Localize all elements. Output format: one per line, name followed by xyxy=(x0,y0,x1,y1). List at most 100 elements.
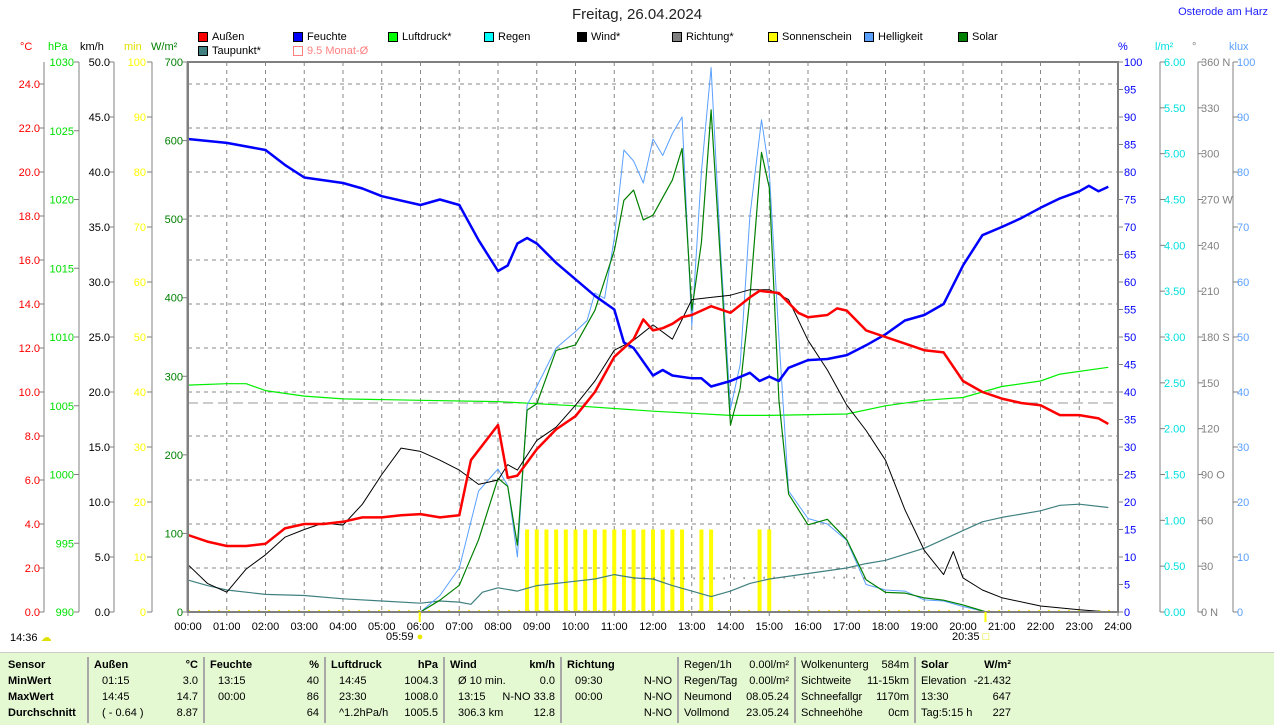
axis-tick-label-hpa: 1005 xyxy=(50,401,74,413)
axis-tick-label-hum: 40 xyxy=(1124,387,1136,399)
axis-unit-label: l/m² xyxy=(1155,41,1174,53)
sun-icon: ● xyxy=(416,631,424,643)
axis-tick-label-rain: 1.50 xyxy=(1164,470,1185,482)
stats-cell-label: 00:00 xyxy=(218,691,246,703)
axis-tick-label-min: 80 xyxy=(134,167,146,179)
axis-tick-label-temp: 20.0 xyxy=(19,167,40,179)
axis-tick-label-temp: 2.0 xyxy=(25,563,40,575)
axis-tick-label-klux: 0 xyxy=(1237,607,1243,619)
stats-cell-label: ^1.2hPa/h xyxy=(339,707,389,719)
axis-tick-label-min: 50 xyxy=(134,332,146,344)
axis-tick-label-klux: 100 xyxy=(1237,57,1255,69)
sunset-time: 20:35 xyxy=(952,631,980,643)
axis-tick-label-klux: 50 xyxy=(1237,332,1249,344)
legend-label: Solar xyxy=(972,31,998,43)
stats-cell-label: 13:30 xyxy=(921,691,949,703)
legend-swatch xyxy=(864,32,874,42)
axis-tick-label-dir: 180 S xyxy=(1201,332,1230,344)
legend-item: Taupunkt* xyxy=(198,45,261,57)
sunshine-bar xyxy=(583,529,588,612)
axis-tick-label-rain: 5.50 xyxy=(1164,103,1185,115)
stats-cell-value: 86 xyxy=(306,691,319,703)
axis-unit-label: °C xyxy=(20,41,33,53)
axis-unit-label: ° xyxy=(1192,41,1197,53)
stats-cell-label: Richtung xyxy=(567,659,615,671)
stats-cell-label: 00:00 xyxy=(575,691,603,703)
legend-label: Sonnenschein xyxy=(782,31,852,43)
axis-tick-label-temp: 12.0 xyxy=(19,343,40,355)
axis-tick-label-temp: 22.0 xyxy=(19,123,40,135)
axis-tick-label-min: 60 xyxy=(134,277,146,289)
axis-tick-label-dir: 270 W xyxy=(1201,195,1233,207)
location-label: Osterode am Harz xyxy=(1178,6,1268,18)
stats-cell-value: 64 xyxy=(306,707,319,719)
stats-cell-label: 306.3 km xyxy=(458,707,504,719)
axis-tick-label-hpa: 1025 xyxy=(50,126,74,138)
axis-tick-label-hum: 10 xyxy=(1124,552,1136,564)
legend-item: 9.5 Monat-Ø xyxy=(293,45,368,57)
axis-tick-label-wind: 30.0 xyxy=(89,277,110,289)
legend-label: Feuchte xyxy=(307,31,347,43)
stats-cell-value: 0.00l/m² xyxy=(749,675,789,687)
sunshine-bar xyxy=(680,529,685,612)
axis-tick-label-dir: 300 xyxy=(1201,149,1219,161)
axis-tick-label-wind: 40.0 xyxy=(89,167,110,179)
page-title: Freitag, 26.04.2024 xyxy=(571,6,703,23)
axis-tick-label-dir: 120 xyxy=(1201,424,1219,436)
axis-tick-label-solar: 600 xyxy=(165,136,183,148)
axis-tick-label-temp: 8.0 xyxy=(25,431,40,443)
x-tick-label: 15:00 xyxy=(755,621,783,633)
axis-tick-label-hpa: 1010 xyxy=(50,332,74,344)
x-tick-label: 06:00 xyxy=(407,621,435,633)
axis-unit-label: hPa xyxy=(48,41,68,53)
stats-cell-value: 0.0 xyxy=(539,675,555,687)
stats-cell-label: 09:30 xyxy=(575,675,603,687)
legend-swatch xyxy=(768,32,778,42)
axis-tick-label-dir: 210 xyxy=(1201,286,1219,298)
sunshine-bar xyxy=(699,529,704,612)
legend-swatch xyxy=(293,32,303,42)
legend-label: Regen xyxy=(498,31,531,43)
legend-item: Solar xyxy=(958,31,998,43)
sunshine-bar xyxy=(757,529,762,612)
stats-cell-value: 40 xyxy=(306,675,319,687)
axis-tick-label-dir: 30 xyxy=(1201,561,1213,573)
sunshine-bar xyxy=(554,529,559,612)
stats-cell-label: Vollmond xyxy=(684,707,730,719)
axis-tick-label-hum: 70 xyxy=(1124,222,1136,234)
stats-cell-label: Tag:5:15 h xyxy=(921,707,973,719)
stats-richtung: Richtung 09:30 N-NO 00:00 N-NO N-NO xyxy=(562,657,679,723)
stats-cell-label: Schneehöhe xyxy=(801,707,863,719)
axis-tick-label-wind: 25.0 xyxy=(89,332,110,344)
axis-tick-label-hum: 80 xyxy=(1124,167,1136,179)
axis-tick-label-wind: 50.0 xyxy=(89,57,110,69)
sunshine-bar xyxy=(641,529,646,612)
axis-tick-label-hpa: 1000 xyxy=(50,470,74,482)
stats-cell-value: N-NO xyxy=(643,675,672,687)
x-tick-label: 03:00 xyxy=(290,621,318,633)
row-label-min: MinWert xyxy=(8,675,52,687)
axis-tick-label-rain: 4.50 xyxy=(1164,195,1185,207)
axis-tick-label-hum: 5 xyxy=(1124,580,1130,592)
legend-item: Luftdruck* xyxy=(388,31,452,43)
stats-cell-value: N-NO xyxy=(643,707,672,719)
axis-tick-label-rain: 4.00 xyxy=(1164,240,1185,252)
sunshine-bar xyxy=(660,529,665,612)
axis-tick-label-temp: 24.0 xyxy=(19,79,40,91)
axis-tick-label-wind: 15.0 xyxy=(89,442,110,454)
stats-cell-label: Luftdruck xyxy=(331,659,382,671)
x-tick-label: 11:00 xyxy=(601,621,628,633)
legend-swatch xyxy=(198,32,208,42)
axis-tick-label-dir: 0 N xyxy=(1201,607,1218,619)
axis-tick-label-klux: 20 xyxy=(1237,497,1249,509)
current-time: 14:36 xyxy=(10,632,38,644)
axis-tick-label-rain: 3.00 xyxy=(1164,332,1185,344)
stats-cell-value: 11-15km xyxy=(867,675,909,687)
legend-item: Wind* xyxy=(577,31,620,43)
sunset-icon: □ xyxy=(982,631,990,643)
x-tick-label: 18:00 xyxy=(872,621,900,633)
stats-cell-label: 14:45 xyxy=(102,691,130,703)
axis-tick-label-hum: 45 xyxy=(1124,360,1136,372)
axis-tick-label-min: 10 xyxy=(134,552,146,564)
stats-cell-value: -21.432 xyxy=(973,675,1011,687)
